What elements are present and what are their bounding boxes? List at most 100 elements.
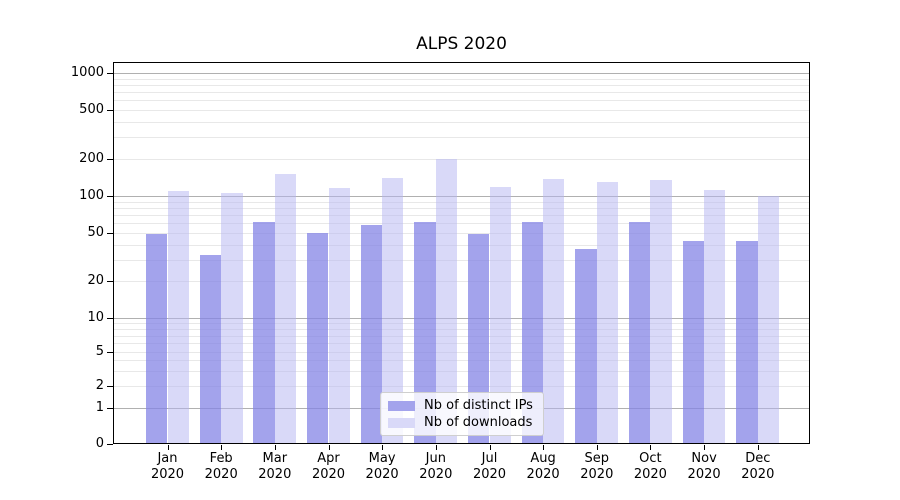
x-tick-mark [757, 445, 759, 450]
bar-downloads-mar [274, 173, 297, 444]
x-tick-label: Jan 2020 [150, 451, 185, 482]
gridline-minor [114, 281, 809, 282]
x-tick-label: Feb 2020 [204, 451, 238, 482]
bar-distinct-ips-mar [253, 222, 275, 444]
gridline-major [114, 318, 809, 319]
x-tick-label: Mar 2020 [258, 451, 292, 482]
y-tick-label: 1 [95, 400, 104, 415]
y-tick-mark [107, 408, 113, 409]
x-tick-mark [382, 445, 384, 450]
gridline-minor [114, 215, 809, 216]
bar-distinct-ips-jun [414, 222, 436, 444]
bar-distinct-ips-oct [629, 221, 651, 444]
y-tick-mark [107, 281, 113, 282]
gridline-minor [114, 92, 809, 93]
bar-downloads-oct [650, 180, 672, 444]
gridline-minor [114, 78, 809, 80]
y-tick-label: 5 [95, 344, 104, 359]
bar-downloads-feb [221, 192, 243, 444]
gridline-minor [114, 201, 809, 203]
legend-item-distinct-ips: Nb of distinct IPs [388, 398, 535, 413]
legend-swatch-downloads-icon [388, 417, 415, 428]
bar-distinct-ips-dec [736, 240, 758, 444]
y-tick-mark [107, 233, 113, 234]
bar-downloads-dec [757, 196, 780, 444]
bar-downloads-sep [596, 182, 619, 444]
gridline-minor [114, 386, 809, 387]
legend-label-distinct-ips: Nb of distinct IPs [424, 398, 533, 413]
y-tick-label: 20 [87, 273, 104, 288]
bar-distinct-ips-jan [146, 234, 168, 444]
gridline-minor [114, 84, 809, 86]
y-tick-mark [107, 352, 113, 353]
gridline-minor [114, 159, 809, 160]
y-tick-mark [107, 318, 113, 319]
gridline-minor [114, 360, 809, 362]
gridline-minor [114, 259, 809, 261]
bar-distinct-ips-jul [468, 234, 490, 444]
y-tick-mark [107, 196, 113, 197]
gridline-minor [114, 328, 809, 330]
x-tick-label: Apr 2020 [311, 451, 346, 482]
bar-downloads-aug [543, 179, 565, 444]
gridline-minor [114, 100, 809, 102]
y-tick-label: 1000 [70, 65, 104, 80]
x-tick-mark [167, 445, 169, 450]
bar-downloads-jun [435, 159, 458, 444]
bar-downloads-apr [328, 188, 350, 444]
y-tick-mark [107, 73, 113, 74]
gridline-minor [114, 371, 809, 372]
x-tick-mark [435, 445, 437, 450]
bar-distinct-ips-apr [307, 233, 329, 444]
x-tick-mark [489, 445, 491, 450]
gridline-minor [114, 121, 809, 123]
x-tick-label: Nov 2020 [687, 451, 721, 482]
x-tick-label: Jul 2020 [472, 451, 507, 482]
legend-item-downloads: Nb of downloads [388, 415, 535, 430]
x-tick-mark [328, 445, 330, 450]
legend-label-downloads: Nb of downloads [424, 415, 533, 430]
chart-legend: Nb of distinct IPs Nb of downloads [380, 392, 544, 436]
gridline-minor [114, 323, 809, 325]
x-tick-label: Dec 2020 [741, 451, 775, 482]
gridline-minor [114, 110, 809, 111]
gridline-minor [114, 343, 809, 345]
y-tick-label: 100 [79, 188, 104, 203]
bar-downloads-jan [167, 190, 189, 444]
chart-title: ALPS 2020 [416, 34, 507, 54]
gridline-minor [114, 137, 809, 139]
y-tick-label: 200 [79, 151, 104, 166]
bar-distinct-ips-may [360, 225, 383, 444]
y-tick-mark [107, 110, 113, 111]
gridline-major [114, 73, 809, 74]
bar-downloads-may [382, 178, 404, 444]
y-tick-label: 10 [87, 310, 104, 325]
x-tick-mark [650, 445, 652, 450]
x-tick-mark [274, 445, 276, 450]
x-tick-label: Oct 2020 [633, 451, 667, 482]
x-tick-label: May 2020 [365, 451, 399, 482]
y-tick-label: 50 [87, 225, 104, 240]
y-tick-label: 2 [95, 378, 104, 393]
gridline-minor [114, 244, 809, 246]
x-tick-label: Aug 2020 [526, 451, 560, 482]
gridline-minor [114, 233, 809, 234]
x-tick-mark [221, 445, 223, 450]
y-tick-mark [107, 444, 113, 445]
gridline-minor [114, 352, 809, 353]
x-tick-mark [543, 445, 545, 450]
x-tick-mark [596, 445, 598, 450]
y-tick-label: 500 [79, 102, 104, 117]
bar-distinct-ips-nov [682, 240, 705, 444]
bar-distinct-ips-sep [575, 248, 597, 444]
gridline-minor [114, 335, 809, 337]
bar-distinct-ips-aug [521, 222, 544, 444]
gridline-minor [114, 207, 809, 209]
y-tick-mark [107, 386, 113, 387]
bar-downloads-jul [489, 186, 511, 444]
x-tick-mark [704, 445, 706, 450]
gridline-minor [114, 223, 809, 225]
y-tick-mark [107, 159, 113, 160]
x-tick-label: Sep 2020 [580, 451, 614, 482]
